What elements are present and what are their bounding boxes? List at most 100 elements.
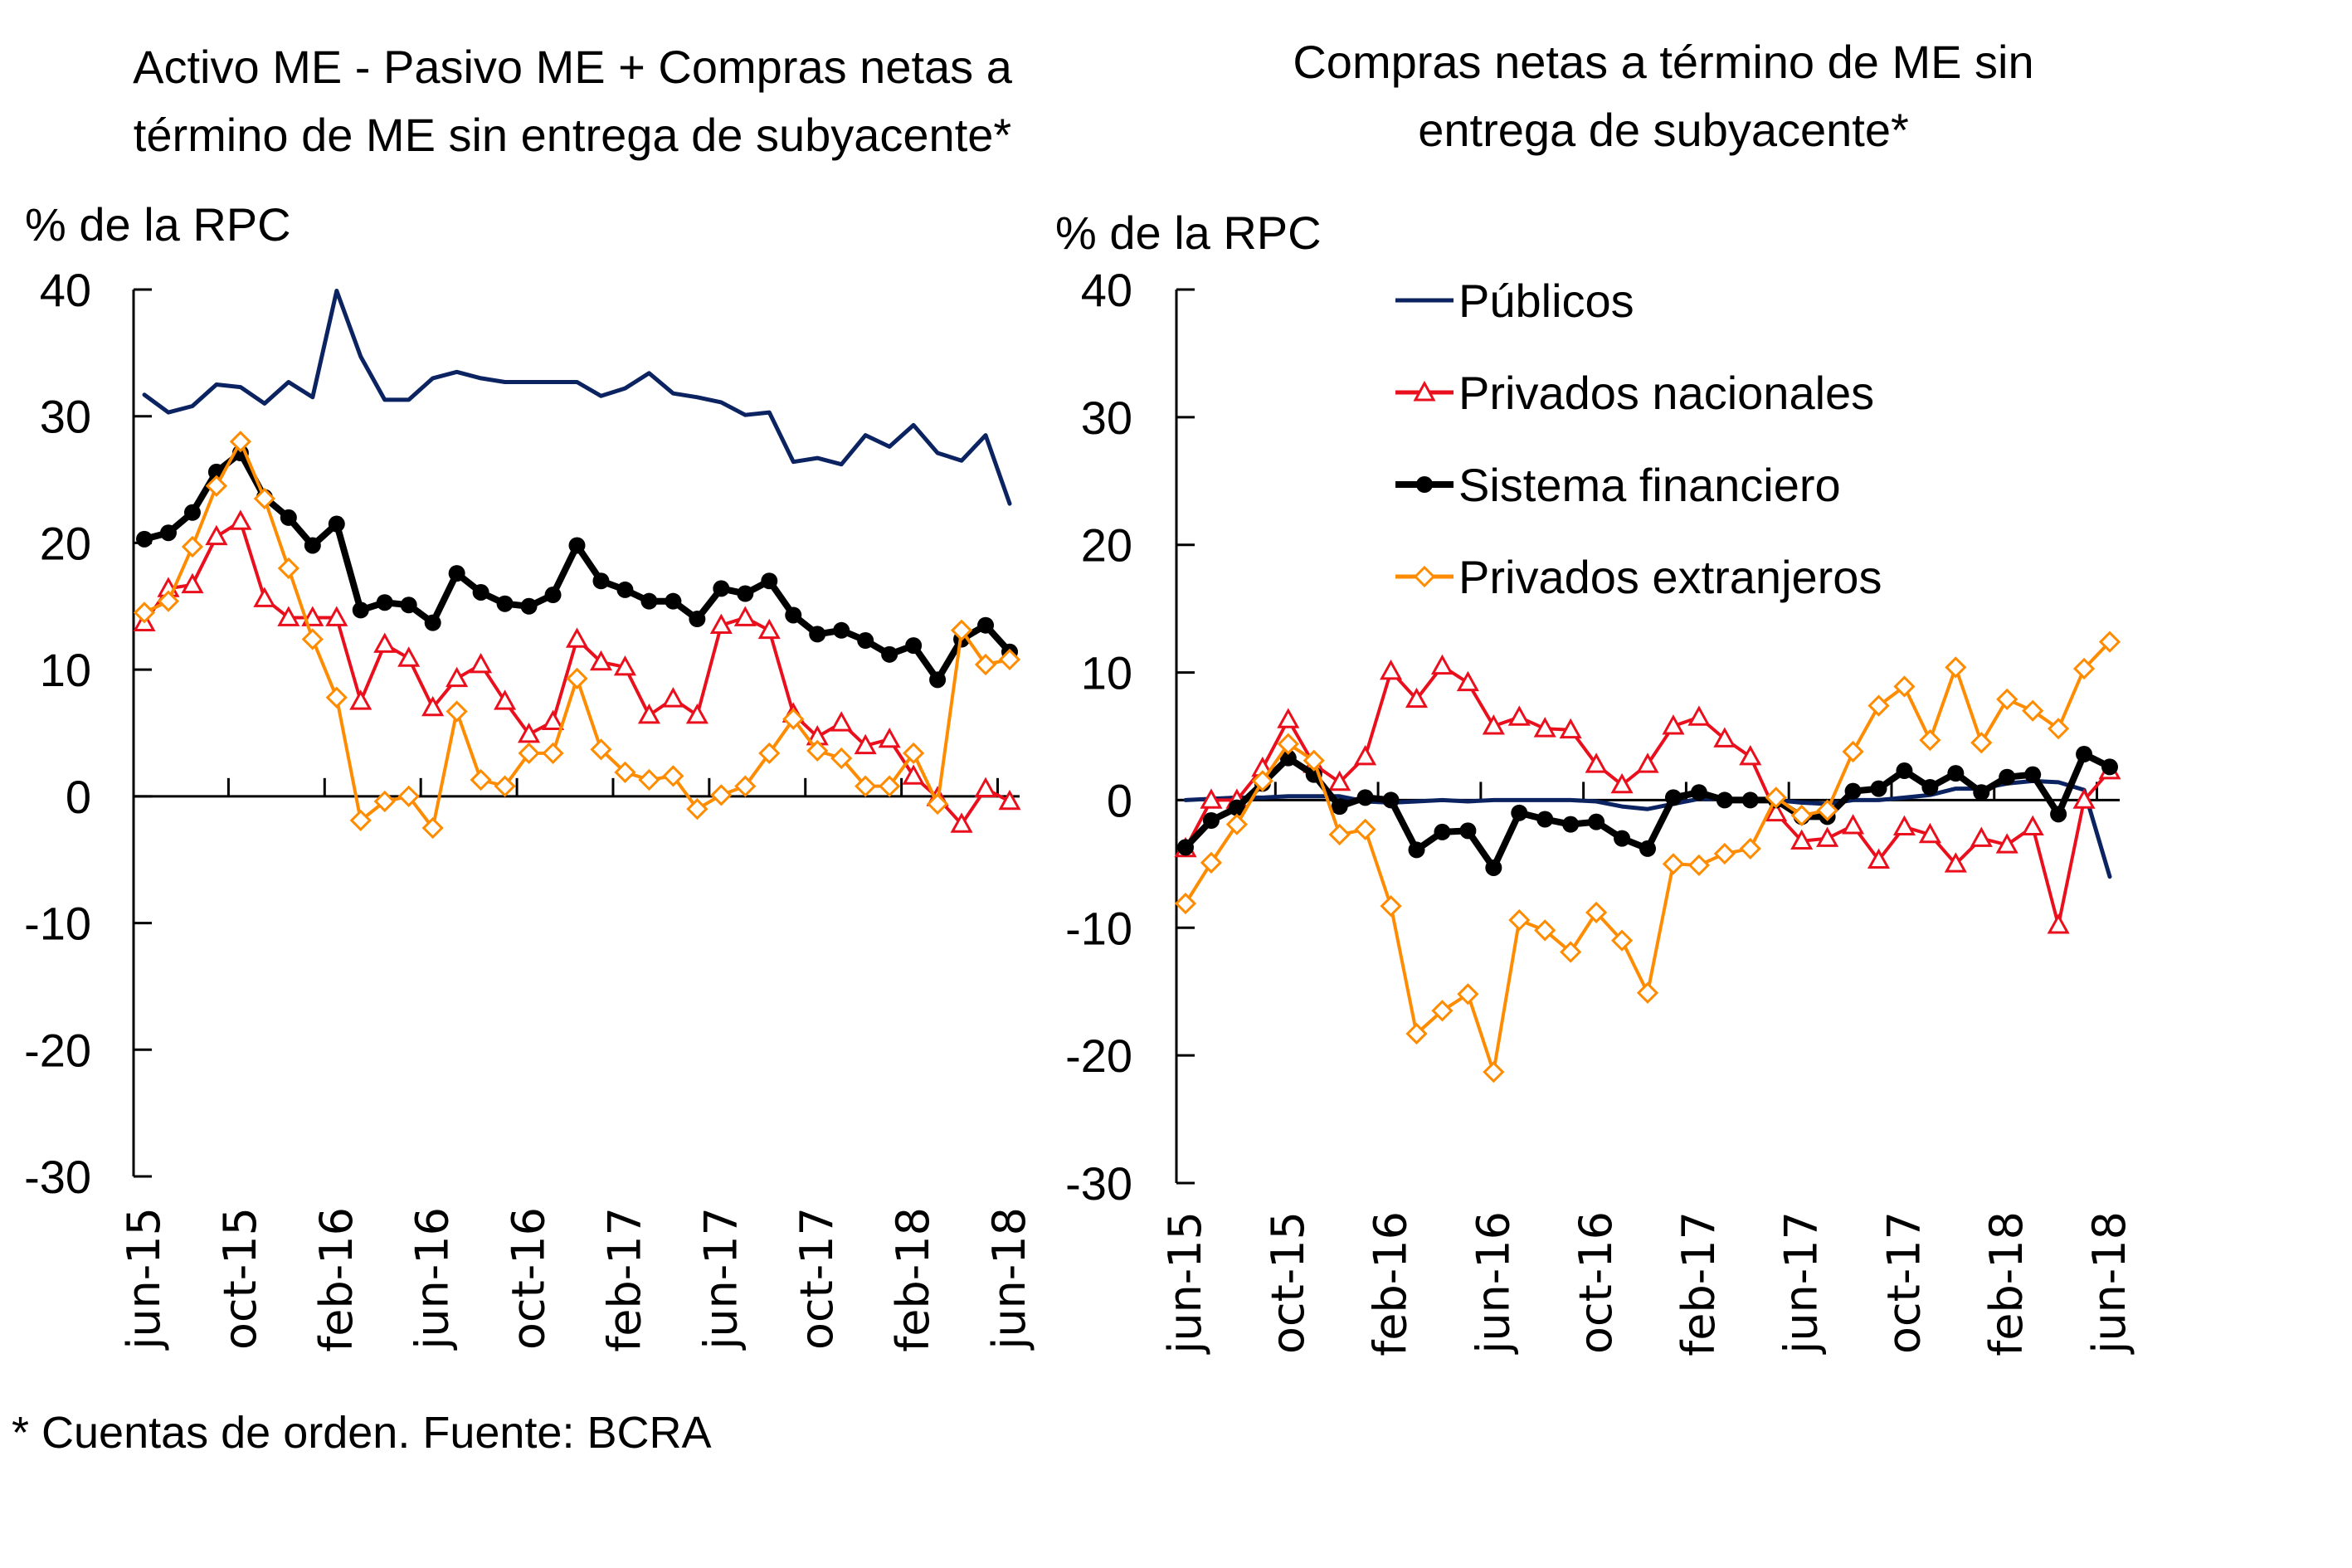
left-chart: Activo ME - Pasivo ME + Compras netas a … (24, 41, 1035, 1352)
data-point-privados-nacionales (253, 587, 276, 607)
data-point-privados-nacionales (1610, 772, 1634, 794)
data-point-privados-nacionales (661, 687, 684, 708)
data-point-privados-extranjeros (1251, 770, 1273, 792)
data-point-privados-extranjeros (1636, 981, 1659, 1004)
right-chart-legend: Públicos Privados nacionales Sistema finan… (1395, 275, 1882, 603)
data-point-privados-extranjeros (1174, 892, 1197, 915)
data-point-privados-nacionales (757, 618, 781, 640)
data-point-sistema-financiero (1536, 811, 1554, 828)
left-chart-title-line-2: término de ME sin entrega de subyacente* (134, 109, 1011, 161)
data-point-privados-extranjeros (590, 738, 612, 761)
data-point-sistema-financiero (1716, 791, 1733, 809)
legend-label-privados-nacionales: Privados nacionales (1458, 367, 1874, 419)
data-point-privados-nacionales (1970, 826, 1993, 847)
data-point-sistema-financiero (1690, 784, 1707, 801)
data-point-sistema-financiero (809, 626, 826, 643)
data-point-privados-extranjeros (470, 768, 492, 791)
data-point-sistema-financiero (713, 580, 730, 597)
data-point-privados-extranjeros (181, 535, 204, 558)
data-point-privados-extranjeros (1687, 854, 1711, 877)
data-point-privados-nacionales (205, 524, 228, 546)
data-point-privados-nacionales (1533, 717, 1556, 738)
data-point-sistema-financiero (857, 632, 874, 650)
data-point-sistema-financiero (159, 524, 177, 542)
data-point-privados-nacionales (950, 812, 973, 833)
right-chart-series-privados-extranjeros (1174, 631, 2121, 1083)
data-point-sistema-financiero (1999, 768, 2016, 786)
right-chart-line-publicos (1183, 778, 2112, 879)
data-point-privados-nacionales (830, 711, 853, 732)
left-chart-x-tick-label: jun-17 (694, 1207, 747, 1351)
data-point-sistema-financiero (1202, 812, 1220, 830)
data-point-sistema-financiero (977, 616, 995, 634)
right-chart-y-tick-label: 0 (1107, 774, 1132, 826)
data-point-sistema-financiero (1741, 791, 1759, 809)
left-chart-x-tick-label: jun-15 (118, 1207, 170, 1351)
data-point-privados-nacionales (1636, 752, 1659, 773)
data-point-privados-extranjeros (1457, 983, 1479, 1006)
data-point-privados-extranjeros (974, 653, 997, 676)
left-chart-line-publicos (142, 289, 1012, 506)
data-point-privados-nacionales (733, 606, 757, 626)
left-chart-x-tick-label: oct-15 (214, 1207, 266, 1350)
right-chart-y-tick-label: 10 (1081, 647, 1132, 699)
data-point-sistema-financiero (1511, 804, 1528, 821)
data-point-privados-extranjeros (806, 739, 829, 762)
legend-marker-sistema-financiero (1416, 476, 1433, 493)
data-point-sistema-financiero (1434, 823, 1451, 840)
data-point-privados-nacionales (1507, 705, 1531, 726)
data-point-sistema-financiero (785, 606, 802, 624)
data-point-privados-extranjeros (1739, 837, 1761, 860)
data-point-privados-nacionales (1354, 745, 1377, 766)
data-point-privados-extranjeros (2098, 631, 2121, 653)
data-point-privados-nacionales (1995, 833, 2018, 854)
data-point-sistema-financiero (1947, 765, 1965, 782)
data-point-privados-nacionales (181, 572, 204, 594)
data-point-sistema-financiero (1356, 789, 1374, 806)
data-point-sistema-financiero (304, 537, 321, 554)
data-point-privados-extranjeros (998, 648, 1021, 671)
data-point-privados-nacionales (902, 764, 925, 785)
right-chart-series (1174, 631, 2121, 1083)
data-point-privados-extranjeros (542, 742, 564, 765)
data-point-privados-extranjeros (421, 816, 444, 840)
data-point-sistema-financiero (881, 645, 898, 663)
right-chart-series-privados-nacionales (1174, 654, 2121, 934)
data-point-privados-nacionales (1892, 815, 1916, 836)
legend-label-sistema-financiero: Sistema financiero (1458, 459, 1841, 511)
data-point-privados-nacionales (1662, 714, 1685, 735)
data-point-sistema-financiero (1870, 780, 1887, 797)
data-point-privados-nacionales (1482, 714, 1505, 735)
data-point-sistema-financiero (905, 637, 923, 655)
data-point-sistema-financiero (1973, 784, 1990, 801)
data-point-privados-nacionales (2047, 913, 2070, 934)
left-chart-x-tick-label: feb-17 (598, 1207, 650, 1352)
data-point-privados-nacionales (1816, 826, 1839, 847)
data-point-privados-nacionales (1405, 687, 1429, 709)
data-point-privados-extranjeros (638, 768, 660, 791)
right-chart-title-line-2: entrega de subyacente* (1418, 104, 1909, 156)
data-point-privados-extranjeros (1662, 853, 1685, 875)
data-point-privados-nacionales (1380, 659, 1403, 680)
data-point-privados-extranjeros (1816, 799, 1838, 821)
data-point-privados-extranjeros (734, 775, 757, 797)
data-point-privados-extranjeros (1765, 786, 1787, 809)
right-chart-x-tick-label: jun-17 (1775, 1211, 1828, 1355)
data-point-privados-extranjeros (253, 487, 275, 510)
data-point-privados-extranjeros (133, 601, 156, 624)
legend-item-privados-nacionales: Privados nacionales (1395, 367, 1874, 419)
legend-marker-privados-extranjeros (1413, 565, 1436, 588)
data-point-sistema-financiero (1896, 762, 1913, 780)
left-chart-title-line-1: Activo ME - Pasivo ME + Compras netas a (133, 41, 1013, 93)
legend-label-privados-extranjeros: Privados extranjeros (1458, 551, 1882, 603)
left-chart-x-tick-label: feb-18 (887, 1207, 939, 1352)
data-point-privados-extranjeros (1431, 1000, 1454, 1022)
data-point-privados-nacionales (854, 733, 877, 755)
data-point-privados-extranjeros (614, 761, 636, 783)
data-point-sistema-financiero (1588, 813, 1605, 830)
right-chart-y-tick-label: -30 (1065, 1157, 1132, 1210)
data-point-sistema-financiero (665, 592, 682, 610)
data-point-privados-nacionales (1456, 670, 1479, 692)
data-point-privados-extranjeros (902, 742, 925, 765)
